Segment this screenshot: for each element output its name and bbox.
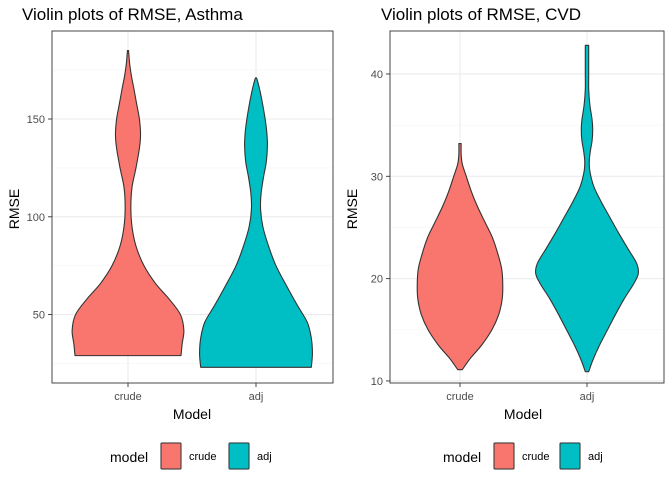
cvd-violin-panel: Violin plots of RMSE, CVD 10 20 30 40 crude… [344,5,665,470]
violins-asthma [71,50,313,368]
legend-title-asthma: model [110,449,148,465]
chart-title-cvd: Violin plots of RMSE, CVD [381,5,581,24]
x-tick-label-crude-asthma: crude [114,391,142,403]
violin-crude-cvd [416,143,504,371]
legend-asthma: model crude adj [110,442,272,470]
legend-item-adj-asthma: adj [228,442,272,470]
legend-label-adj: adj [588,451,603,463]
chart-title-asthma: Violin plots of RMSE, Asthma [22,5,243,24]
legend-swatch-adj [559,442,581,470]
x-axis-cvd: crude adj [446,383,594,403]
legend-cvd: model crude adj [443,442,603,470]
y-tick-label-cvd: 30 [371,171,383,183]
y-tick-label-asthma: 150 [27,114,45,126]
y-tick-label-cvd: 20 [371,274,383,286]
y-tick-label-cvd: 40 [371,69,383,81]
violin-crude-asthma [71,50,185,357]
plot-border-asthma [51,30,334,384]
legend-swatch-crude [493,442,515,470]
legend-label-crude: crude [189,451,217,463]
x-tick-label-crude-cvd: crude [446,391,474,403]
legend-swatch-adj [228,442,250,470]
x-tick-label-adj-cvd: adj [580,391,595,403]
violins-cvd [416,44,640,373]
x-axis-asthma: crude adj [114,383,263,403]
asthma-violin-panel: Violin plots of RMSE, Asthma 50 100 150 cr… [6,5,334,470]
x-axis-label-asthma: Model [173,406,211,422]
legend-label-crude: crude [522,451,550,463]
y-axis-label-asthma: RMSE [6,189,22,229]
legend-swatch-crude [160,442,182,470]
legend-item-crude-asthma: crude [160,442,217,470]
x-tick-label-adj-asthma: adj [249,391,264,403]
y-tick-label-cvd: 10 [371,376,383,388]
x-axis-label-cvd: Model [504,406,542,422]
y-axis-asthma: 50 100 150 [27,114,52,322]
y-axis-label-cvd: RMSE [344,189,360,229]
y-axis-cvd: 10 20 30 40 [371,69,390,388]
plot-border-cvd [389,30,665,384]
violin-adj-asthma [199,77,313,368]
legend-item-crude-cvd: crude [493,442,550,470]
legend-title-cvd: model [443,449,481,465]
y-tick-label-asthma: 100 [27,212,45,224]
violin-adj-cvd [534,44,640,373]
legend-item-adj-cvd: adj [559,442,603,470]
y-tick-label-asthma: 50 [33,310,45,322]
legend-label-adj: adj [257,451,272,463]
